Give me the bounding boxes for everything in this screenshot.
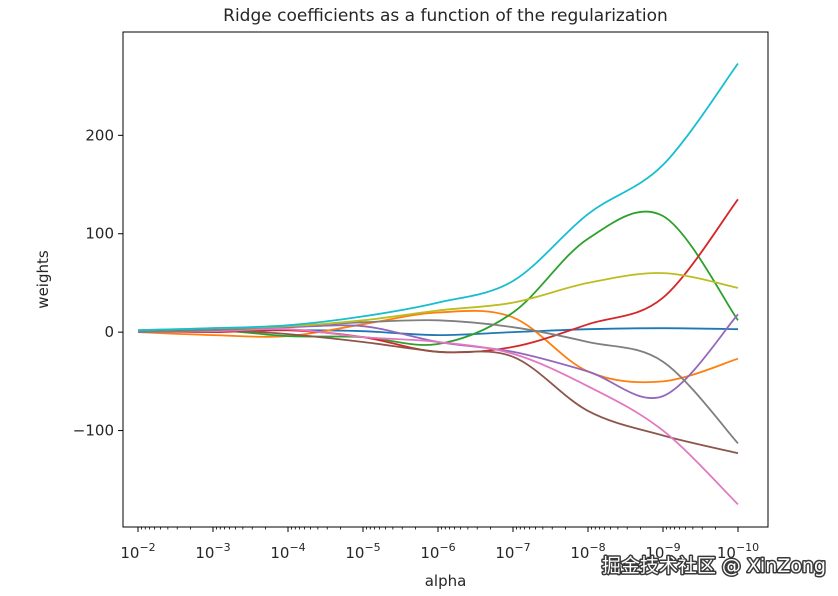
x-tick-label: 10−8	[570, 541, 605, 562]
plot-frame	[122, 31, 769, 528]
series-line-coef-7	[137, 328, 739, 506]
x-tick-label: 10−10	[717, 541, 759, 562]
y-tick-label: −100	[73, 422, 114, 440]
series-line-coef-6	[137, 329, 739, 455]
x-tick-label: 10−3	[195, 541, 230, 562]
y-axis: −100 0 100 200	[73, 126, 123, 440]
x-tick-label: 10−9	[645, 541, 680, 562]
series-line-coef-8	[137, 319, 739, 445]
watermark: 掘金技术社区 @ XinZong	[600, 554, 827, 579]
series-layer	[137, 62, 739, 506]
series-line-coef-10	[137, 62, 739, 332]
x-tick-label: 10−6	[420, 541, 455, 562]
y-tick-label: 100	[85, 225, 114, 243]
x-axis: 10−2 10−3 10−4 10−5 10−6 10−7 10−8 10−9 10−10	[120, 527, 759, 562]
watermark-text: 掘金技术社区 @ XinZong	[602, 555, 826, 577]
x-tick-label: 10−2	[120, 541, 155, 562]
x-tick-label: 10−7	[495, 541, 530, 562]
y-tick-label: 200	[85, 126, 114, 144]
y-tick-label: 0	[104, 323, 114, 341]
series-line-coef-9	[137, 272, 739, 332]
y-axis-label: weights	[34, 250, 52, 309]
x-tick-label: 10−4	[270, 541, 305, 562]
x-tick-label: 10−5	[345, 541, 380, 562]
x-axis-label: alpha	[425, 572, 467, 590]
chart-title: Ridge coefficients as a function of the …	[223, 6, 668, 26]
series-line-coef-3	[137, 210, 739, 346]
series-line-coef-2	[137, 309, 739, 384]
